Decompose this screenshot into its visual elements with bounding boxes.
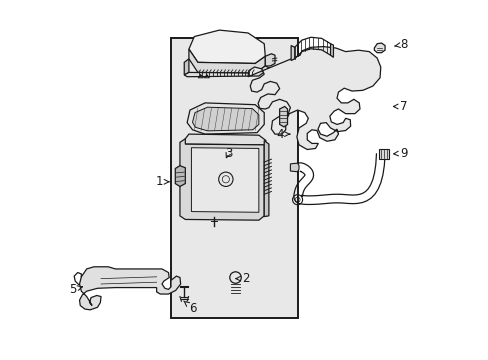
Text: 3: 3 (224, 147, 232, 159)
Polygon shape (330, 44, 333, 57)
Text: 5: 5 (69, 283, 82, 296)
Text: 7: 7 (393, 100, 407, 113)
Text: 9: 9 (393, 147, 407, 159)
Polygon shape (175, 166, 185, 186)
Polygon shape (184, 66, 269, 77)
Polygon shape (247, 46, 380, 149)
Polygon shape (279, 107, 287, 127)
Polygon shape (191, 148, 258, 212)
Text: 4: 4 (276, 127, 289, 141)
Polygon shape (185, 134, 265, 145)
Polygon shape (188, 49, 265, 73)
Text: 6: 6 (183, 301, 196, 315)
Bar (171, 39, 298, 318)
Polygon shape (264, 140, 268, 217)
Polygon shape (265, 54, 274, 66)
Polygon shape (290, 163, 298, 172)
Polygon shape (80, 267, 180, 310)
Text: 1: 1 (156, 175, 169, 188)
Polygon shape (187, 103, 264, 134)
Text: 2: 2 (236, 272, 249, 285)
Polygon shape (373, 43, 384, 53)
Polygon shape (180, 139, 264, 220)
Polygon shape (192, 107, 258, 131)
Text: 8: 8 (394, 38, 407, 51)
Polygon shape (290, 45, 294, 60)
Polygon shape (188, 30, 265, 63)
Bar (378, 149, 388, 159)
Polygon shape (184, 59, 188, 75)
